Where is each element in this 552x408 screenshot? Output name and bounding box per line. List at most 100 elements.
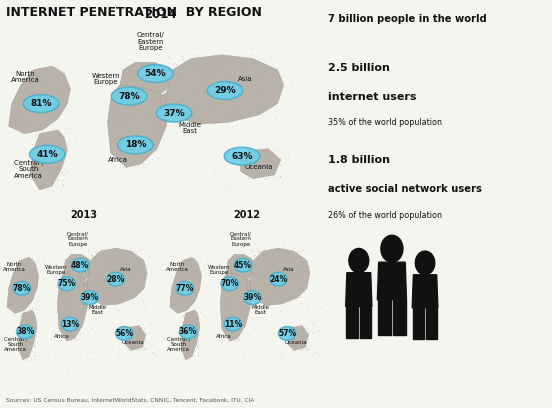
Point: [240, 148, 248, 155]
Point: [135, 325, 144, 331]
Point: [156, 104, 164, 110]
Point: [32, 342, 41, 349]
Point: [97, 296, 105, 302]
Point: [77, 272, 86, 278]
Point: [263, 168, 272, 175]
Point: [140, 311, 148, 317]
Point: [184, 322, 193, 328]
Point: [248, 275, 257, 281]
Point: [292, 342, 301, 348]
Point: [182, 311, 191, 317]
Point: [88, 326, 97, 332]
Point: [218, 75, 227, 82]
Point: [26, 291, 35, 298]
Point: [26, 289, 35, 295]
Point: [67, 320, 76, 326]
Point: [287, 78, 296, 85]
Point: [60, 278, 68, 285]
Point: [275, 377, 284, 384]
Point: [93, 322, 102, 329]
Point: [230, 103, 239, 109]
Point: [249, 86, 258, 92]
Point: [285, 324, 294, 331]
Point: [178, 373, 187, 380]
Point: [246, 284, 254, 290]
Point: [174, 176, 183, 183]
Polygon shape: [63, 254, 92, 282]
Point: [238, 297, 247, 303]
Point: [188, 113, 197, 120]
Point: [81, 291, 90, 297]
Point: [169, 106, 178, 113]
Point: [17, 328, 26, 334]
Point: [233, 257, 242, 264]
Point: [253, 254, 262, 261]
Point: [309, 105, 317, 112]
Point: [253, 246, 262, 253]
Point: [105, 257, 114, 264]
Point: [152, 328, 161, 335]
Point: [258, 286, 267, 293]
Point: [83, 279, 92, 286]
Point: [71, 258, 79, 264]
Point: [7, 290, 15, 297]
Point: [261, 294, 270, 301]
Ellipse shape: [235, 258, 252, 272]
Point: [180, 91, 189, 98]
Point: [244, 277, 253, 284]
Point: [254, 285, 263, 292]
Point: [182, 109, 190, 116]
Point: [86, 281, 94, 287]
Point: [55, 324, 63, 330]
Point: [179, 313, 188, 319]
Point: [226, 360, 235, 366]
Point: [132, 337, 141, 344]
Point: [176, 110, 185, 116]
Point: [61, 266, 70, 273]
Point: [215, 266, 224, 273]
Point: [77, 307, 86, 314]
Point: [191, 322, 200, 328]
Polygon shape: [393, 300, 406, 335]
Point: [14, 342, 23, 348]
Text: Middle
East: Middle East: [251, 305, 269, 315]
Point: [98, 294, 107, 301]
Point: [176, 340, 184, 346]
Point: [245, 75, 254, 81]
Point: [72, 337, 81, 344]
Point: [95, 251, 104, 258]
Point: [159, 95, 168, 101]
Point: [91, 296, 100, 302]
Point: [6, 31, 14, 37]
Point: [121, 333, 130, 339]
Point: [112, 136, 120, 142]
Point: [276, 173, 285, 179]
Point: [76, 353, 84, 359]
Point: [49, 151, 58, 157]
Point: [319, 296, 327, 302]
Point: [222, 184, 231, 191]
Point: [65, 230, 73, 236]
Point: [128, 273, 136, 279]
Point: [134, 163, 142, 170]
Point: [129, 86, 137, 93]
Point: [261, 278, 269, 285]
Point: [264, 132, 273, 139]
Point: [137, 341, 146, 347]
Point: [177, 328, 185, 335]
Point: [29, 315, 38, 321]
Point: [58, 169, 67, 175]
Point: [168, 95, 177, 102]
Text: 81%: 81%: [30, 99, 52, 108]
Point: [5, 184, 14, 191]
Point: [220, 302, 229, 309]
Point: [166, 199, 174, 205]
Point: [252, 187, 261, 194]
Point: [22, 315, 30, 321]
Point: [180, 328, 189, 334]
Point: [224, 276, 232, 283]
Point: [252, 70, 261, 76]
Point: [293, 339, 301, 346]
Point: [81, 288, 89, 294]
Point: [147, 83, 156, 89]
